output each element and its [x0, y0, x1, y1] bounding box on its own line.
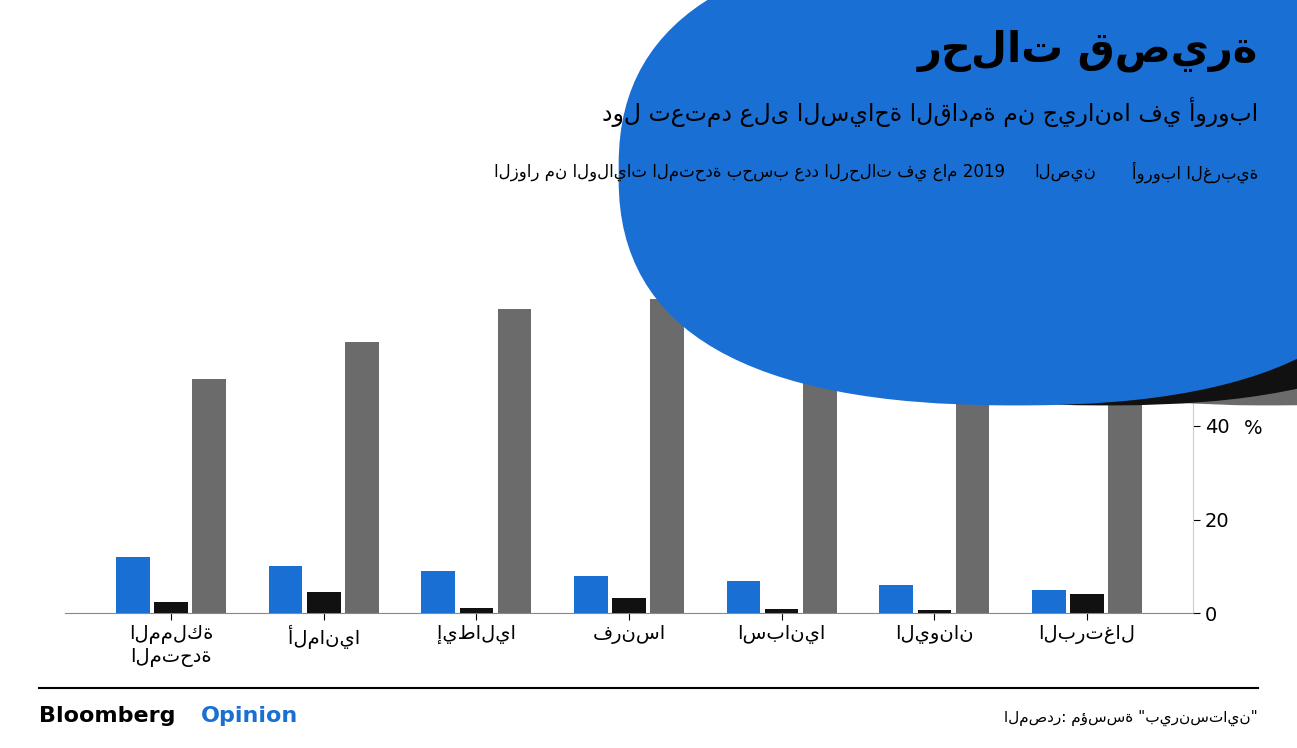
Bar	[345, 342, 379, 613]
Text: الصين: الصين	[1034, 163, 1096, 181]
Bar	[422, 571, 455, 613]
Text: رحلات قصيرة: رحلات قصيرة	[918, 30, 1258, 73]
Bar	[117, 557, 149, 613]
Bar	[956, 388, 990, 613]
Bar	[1109, 346, 1141, 613]
Bar	[154, 601, 188, 613]
Bar	[612, 598, 646, 613]
Text: Bloomberg: Bloomberg	[39, 705, 175, 726]
Bar	[1032, 590, 1066, 613]
Bar	[498, 309, 532, 613]
Y-axis label: %: %	[1244, 419, 1262, 438]
Bar	[575, 576, 608, 613]
Text: أوروبا الغربية: أوروبا الغربية	[1132, 162, 1258, 183]
Text: Opinion: Opinion	[201, 705, 298, 726]
Bar	[879, 585, 913, 613]
Bar	[803, 276, 837, 613]
Bar	[1070, 594, 1104, 613]
Bar	[459, 607, 493, 613]
Bar	[917, 610, 951, 613]
Bar	[192, 379, 226, 613]
Bar	[765, 609, 799, 613]
Text: الزوار من الولايات المتحدة بحسب عدد الرحلات في عام 2019: الزوار من الولايات المتحدة بحسب عدد الرح…	[494, 163, 1005, 181]
Bar	[307, 592, 341, 613]
Bar	[726, 580, 760, 613]
Text: المصدر: مؤسسة "بيرنستاين": المصدر: مؤسسة "بيرنستاين"	[1004, 709, 1258, 726]
Bar	[268, 566, 302, 613]
Text: دول تعتمد على السياحة القادمة من جيرانها في أوروبا: دول تعتمد على السياحة القادمة من جيرانها…	[602, 97, 1258, 127]
Bar	[650, 299, 684, 613]
